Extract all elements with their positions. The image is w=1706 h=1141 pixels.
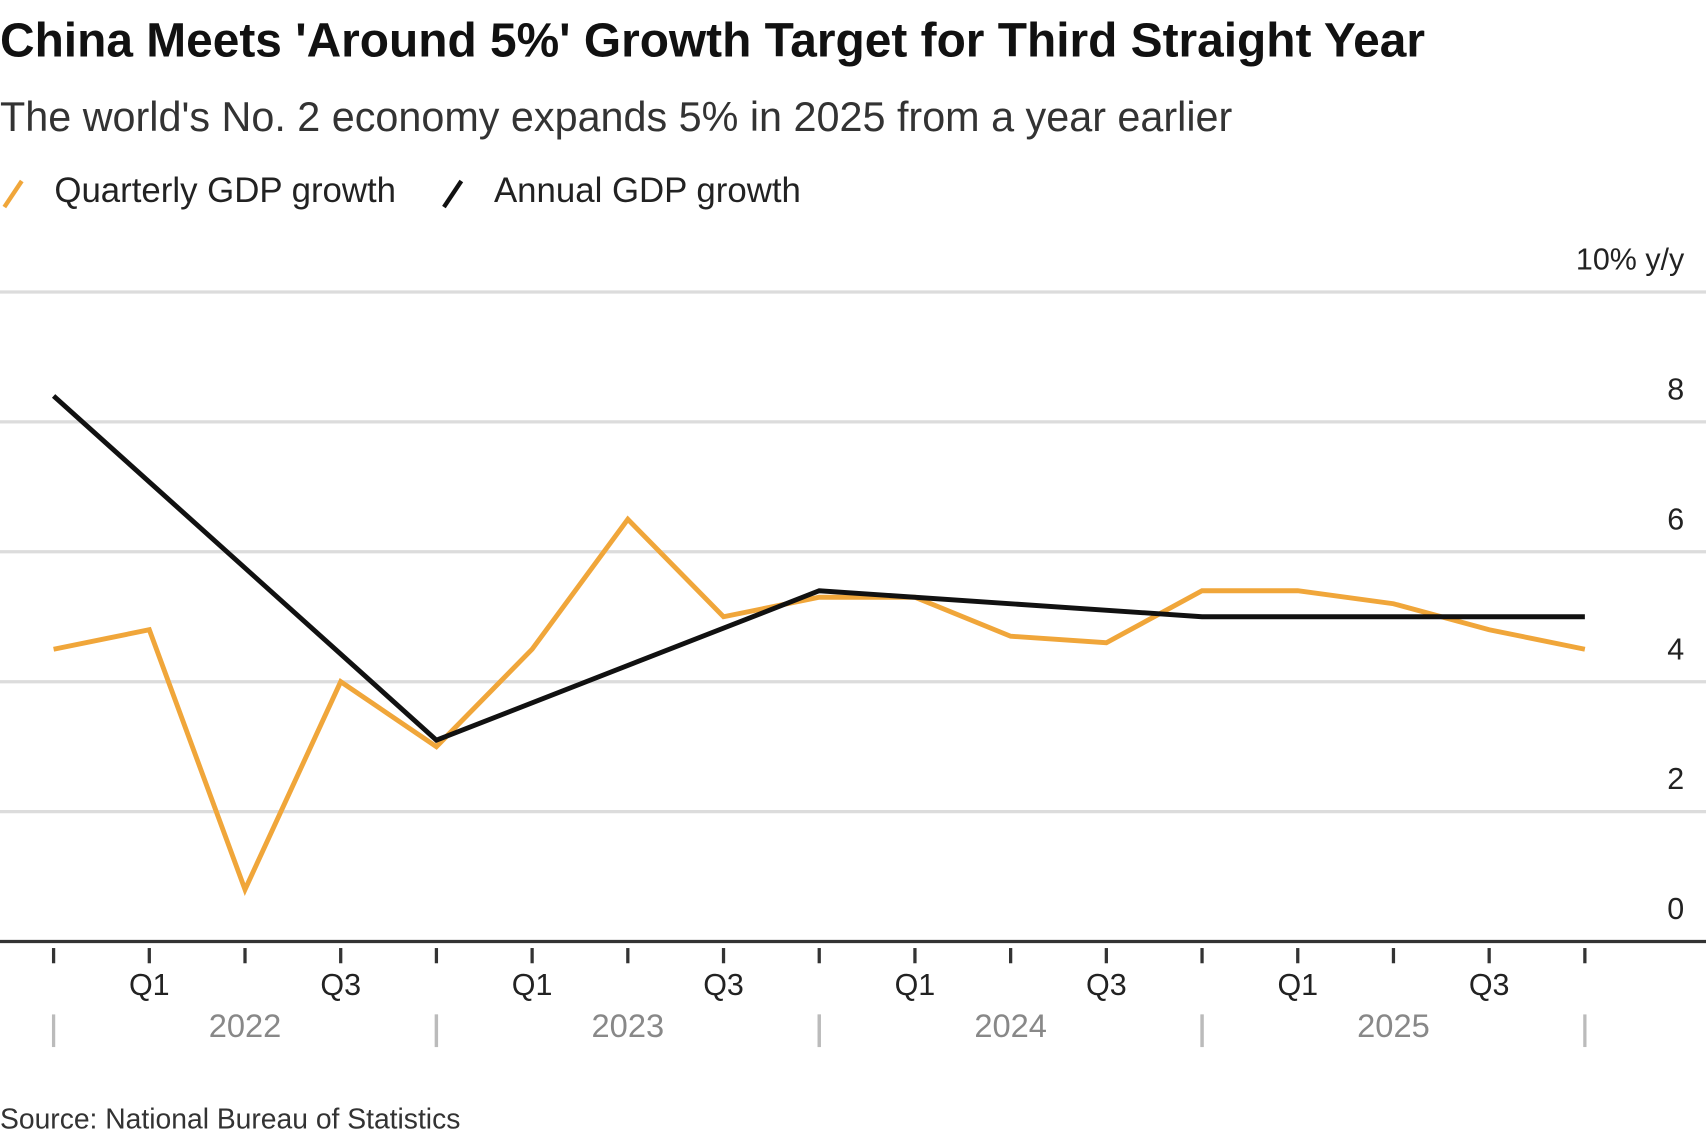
y-tick-label: 4 bbox=[1667, 632, 1684, 666]
source-note: Source: National Bureau of Statistics bbox=[0, 1103, 460, 1135]
year-label: 2022 bbox=[209, 1007, 282, 1044]
chart-title: China Meets 'Around 5%' Growth Target fo… bbox=[0, 15, 1425, 68]
legend-label: Quarterly GDP growth bbox=[54, 171, 396, 210]
legend-swatch bbox=[2, 179, 24, 209]
chart-subtitle: The world's No. 2 economy expands 5% in … bbox=[0, 94, 1233, 140]
x-tick-label: Q3 bbox=[703, 968, 744, 1002]
series-line bbox=[53, 515, 1586, 896]
year-label: 2023 bbox=[592, 1007, 665, 1044]
year-label: 2025 bbox=[1357, 1007, 1430, 1044]
legend-label: Annual GDP growth bbox=[494, 171, 801, 210]
y-tick-label: 8 bbox=[1667, 372, 1684, 406]
y-tick-label: 10% y/y bbox=[1576, 243, 1685, 277]
x-tick-label: Q1 bbox=[895, 968, 936, 1002]
y-tick-label: 6 bbox=[1667, 502, 1684, 536]
x-tick-label: Q1 bbox=[1277, 968, 1318, 1002]
x-tick-label: Q3 bbox=[1086, 968, 1127, 1002]
x-tick-label: Q3 bbox=[320, 968, 361, 1002]
series-line bbox=[51, 394, 1585, 743]
x-tick-label: Q3 bbox=[1469, 968, 1510, 1002]
legend-swatch bbox=[442, 179, 464, 209]
x-tick-label: Q1 bbox=[512, 968, 553, 1002]
year-label: 2024 bbox=[974, 1007, 1047, 1044]
y-tick-label: 2 bbox=[1667, 762, 1684, 796]
x-tick-label: Q1 bbox=[129, 968, 170, 1002]
y-tick-label: 0 bbox=[1667, 892, 1684, 926]
